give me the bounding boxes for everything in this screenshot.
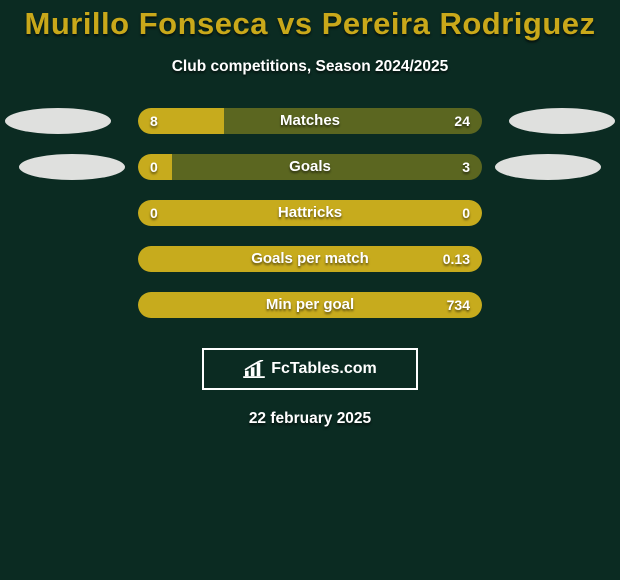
stat-value-right: 0.13 xyxy=(443,246,470,272)
infographic-root: Murillo Fonseca vs Pereira Rodriguez Clu… xyxy=(0,0,620,580)
attribution-text: FcTables.com xyxy=(271,360,377,378)
page-title: Murillo Fonseca vs Pereira Rodriguez xyxy=(0,6,620,42)
player-ellipse-right xyxy=(509,108,615,134)
attribution-box: FcTables.com xyxy=(202,348,418,390)
date-text: 22 february 2025 xyxy=(0,410,620,428)
player-ellipse-left xyxy=(19,154,125,180)
stat-row: Goals per match0.13 xyxy=(0,246,620,292)
stat-value-right: 3 xyxy=(462,154,470,180)
stat-value-right: 24 xyxy=(454,108,470,134)
stat-label: Min per goal xyxy=(138,292,482,318)
stat-label: Goals per match xyxy=(138,246,482,272)
stat-value-right: 734 xyxy=(447,292,470,318)
stat-label: Goals xyxy=(138,154,482,180)
subtitle: Club competitions, Season 2024/2025 xyxy=(0,58,620,76)
player-ellipse-left xyxy=(5,108,111,134)
stat-value-left: 8 xyxy=(150,108,158,134)
stat-row: Matches8 24 xyxy=(0,108,620,154)
stat-row: Goals0 3 xyxy=(0,154,620,200)
stat-value-right: 0 xyxy=(462,200,470,226)
player-ellipse-right xyxy=(495,154,601,180)
stat-value-left: 0 xyxy=(150,200,158,226)
stat-label: Matches xyxy=(138,108,482,134)
stat-rows: Matches824Goals03Hattricks00Goals per ma… xyxy=(0,108,620,338)
stat-value-left: 0 xyxy=(150,154,158,180)
chart-icon xyxy=(243,360,265,378)
stat-row: Min per goal734 xyxy=(0,292,620,338)
stat-label: Hattricks xyxy=(138,200,482,226)
stat-row: Hattricks0 0 xyxy=(0,200,620,246)
